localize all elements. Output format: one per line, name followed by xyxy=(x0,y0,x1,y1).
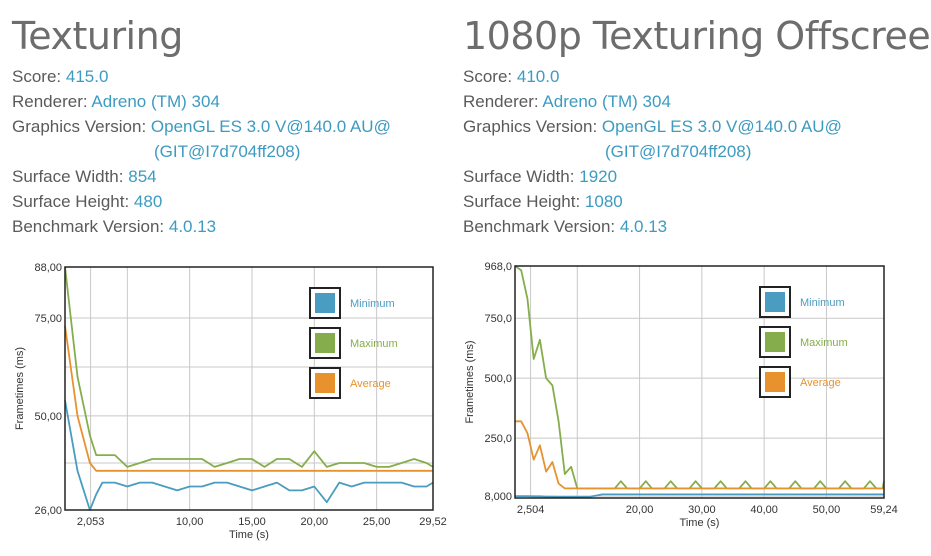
page-title: 1080p Texturing Offscreen xyxy=(463,14,931,58)
y-tick-label: 968,0 xyxy=(484,261,512,273)
surface-height-label: Surface Height: xyxy=(463,192,581,211)
y-tick-label: 750,0 xyxy=(484,313,512,325)
x-tick-label: 25,00 xyxy=(363,516,391,528)
legend-label-minimum: Minimum xyxy=(800,297,845,309)
legend-label-average: Average xyxy=(800,377,841,389)
y-tick-label: 50,00 xyxy=(34,411,62,423)
surface-height-value: 480 xyxy=(133,192,163,211)
x-tick-label: 10,00 xyxy=(176,516,204,528)
series-line-maximum xyxy=(64,266,434,468)
graphics-version-label: Graphics Version: xyxy=(463,117,598,136)
legend-swatch-minimum xyxy=(315,293,335,313)
x-tick-label: 30,00 xyxy=(688,504,716,516)
renderer-row: Renderer: Adreno (TM) 304 xyxy=(463,89,842,114)
x-tick-label: 50,00 xyxy=(813,504,841,516)
surface-width-row: Surface Width: 1920 xyxy=(463,164,842,189)
score-value: 415.0 xyxy=(65,67,109,86)
x-tick-label: 20,00 xyxy=(301,516,329,528)
surface-width-value: 854 xyxy=(128,167,157,186)
x-tick-label: 59,24 xyxy=(870,504,898,516)
surface-width-label: Surface Width: xyxy=(463,167,575,186)
x-tick-label: 40,00 xyxy=(750,504,778,516)
page-title: Texturing xyxy=(12,14,183,58)
x-tick-label: 15,00 xyxy=(238,516,266,528)
frametimes-chart-texturing: 88,00 75,00 50,00 26,00 2,053 10,00 15,00 20,00… xyxy=(14,262,447,541)
graphics-version-label: Graphics Version: xyxy=(12,117,147,136)
benchmark-version-value: 4.0.13 xyxy=(168,217,217,236)
legend-swatch-minimum xyxy=(765,292,785,312)
y-tick-label: 26,00 xyxy=(34,505,62,517)
y-tick-label: 250,0 xyxy=(484,433,512,445)
series-line-minimum xyxy=(64,400,434,511)
surface-width-value: 1920 xyxy=(579,167,618,186)
legend-label-maximum: Maximum xyxy=(800,337,848,349)
legend-swatch-maximum xyxy=(315,333,335,353)
graphics-version-row: Graphics Version: OpenGL ES 3.0 V@140.0 … xyxy=(463,114,842,139)
info-list: Score: 410.0 Renderer: Adreno (TM) 304 G… xyxy=(463,64,842,239)
benchmark-version-row: Benchmark Version: 4.0.13 xyxy=(12,214,391,239)
legend-swatch-average xyxy=(315,373,335,393)
renderer-label: Renderer: xyxy=(463,92,539,111)
benchmark-version-label: Benchmark Version: xyxy=(463,217,616,236)
legend-swatch-average xyxy=(765,372,785,392)
x-tick-label: 2,504 xyxy=(517,504,545,516)
plot-frame xyxy=(64,266,434,511)
score-label: Score: xyxy=(463,67,513,86)
y-tick-label: 88,00 xyxy=(34,262,62,274)
y-axis-label: Frametimes (ms) xyxy=(464,340,476,423)
x-axis-label: Time (s) xyxy=(229,529,269,541)
x-tick-label: 29,52 xyxy=(419,516,447,528)
renderer-label: Renderer: xyxy=(12,92,88,111)
info-list: Score: 415.0 Renderer: Adreno (TM) 304 G… xyxy=(12,64,391,239)
plot-frame xyxy=(514,265,885,499)
series-line-minimum xyxy=(515,493,884,498)
benchmark-version-label: Benchmark Version: xyxy=(12,217,165,236)
graphics-version-row: Graphics Version: OpenGL ES 3.0 V@140.0 … xyxy=(12,114,391,139)
y-tick-label: 75,00 xyxy=(34,313,62,325)
frametimes-chart-1080p-offscreen: 968,0 750,0 500,0 250,0 8,000 2,504 20,00 30,00… xyxy=(464,261,898,529)
y-axis-label: Frametimes (ms) xyxy=(14,347,26,430)
surface-height-value: 1080 xyxy=(584,192,623,211)
renderer-value: Adreno (TM) 304 xyxy=(91,92,220,111)
renderer-value: Adreno (TM) 304 xyxy=(542,92,671,111)
x-axis-label: Time (s) xyxy=(680,517,720,529)
benchmark-version-value: 4.0.13 xyxy=(619,217,668,236)
surface-height-label: Surface Height: xyxy=(12,192,130,211)
y-tick-label: 500,0 xyxy=(484,373,512,385)
x-tick-label: 2,053 xyxy=(77,516,105,528)
y-tick-label: 8,000 xyxy=(484,491,512,503)
series-line-average xyxy=(515,420,884,490)
plot-area xyxy=(65,267,433,510)
series-line-average xyxy=(64,325,433,472)
surface-height-row: Surface Height: 1080 xyxy=(463,189,842,214)
score-value: 410.0 xyxy=(516,67,560,86)
graphics-version-value-cont: (GIT@I7d704ff208) xyxy=(154,142,301,161)
legend-label-average: Average xyxy=(350,378,391,390)
renderer-row: Renderer: Adreno (TM) 304 xyxy=(12,89,391,114)
benchmark-version-row: Benchmark Version: 4.0.13 xyxy=(463,214,842,239)
x-tick-label: 20,00 xyxy=(626,504,654,516)
surface-width-label: Surface Width: xyxy=(12,167,124,186)
surface-height-row: Surface Height: 480 xyxy=(12,189,391,214)
graphics-version-value: OpenGL ES 3.0 V@140.0 AU@ xyxy=(601,117,842,136)
plot-area xyxy=(515,266,884,498)
legend-swatch-maximum xyxy=(765,332,785,352)
graphics-version-value-cont: (GIT@I7d704ff208) xyxy=(605,142,752,161)
surface-width-row: Surface Width: 854 xyxy=(12,164,391,189)
legend-label-maximum: Maximum xyxy=(350,338,398,350)
score-row: Score: 415.0 xyxy=(12,64,391,89)
score-row: Score: 410.0 xyxy=(463,64,842,89)
legend-label-minimum: Minimum xyxy=(350,298,395,310)
graphics-version-value: OpenGL ES 3.0 V@140.0 AU@ xyxy=(150,117,391,136)
score-label: Score: xyxy=(12,67,62,86)
